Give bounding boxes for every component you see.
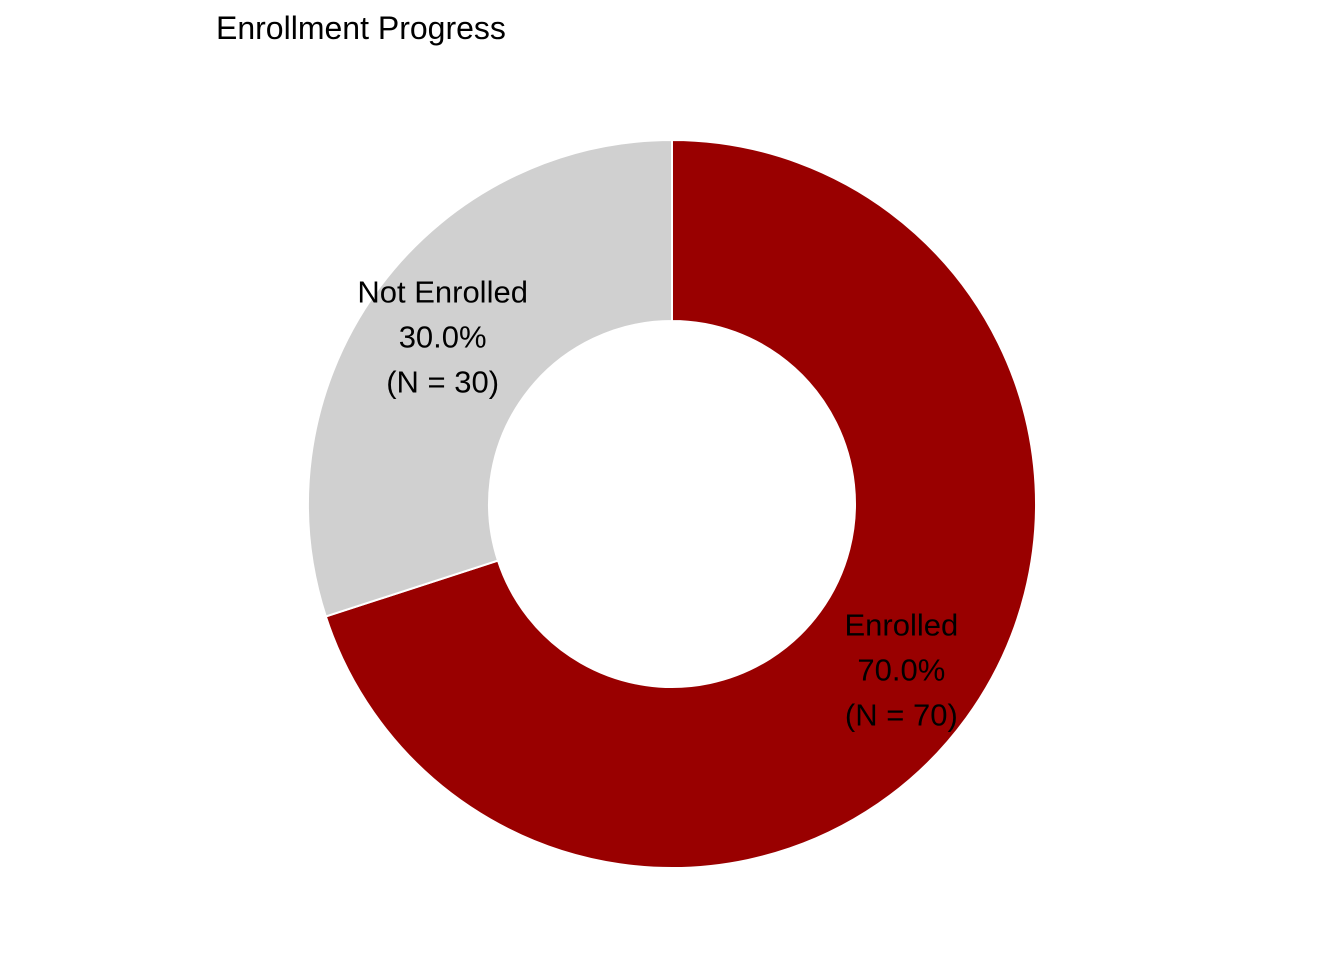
slice-not-enrolled [307,138,673,618]
slice-label-percent-not-enrolled: 30.0% [399,319,487,354]
chart-title: Enrollment Progress [216,10,506,46]
slice-label-name-not-enrolled: Not Enrolled [357,274,528,309]
slice-label-percent-enrolled: 70.0% [857,653,945,688]
slice-label-count-not-enrolled: (N = 30) [386,364,499,399]
slice-label-count-enrolled: (N = 70) [845,698,958,733]
slice-enrolled [324,138,1037,869]
slice-label-name-enrolled: Enrolled [844,608,958,643]
